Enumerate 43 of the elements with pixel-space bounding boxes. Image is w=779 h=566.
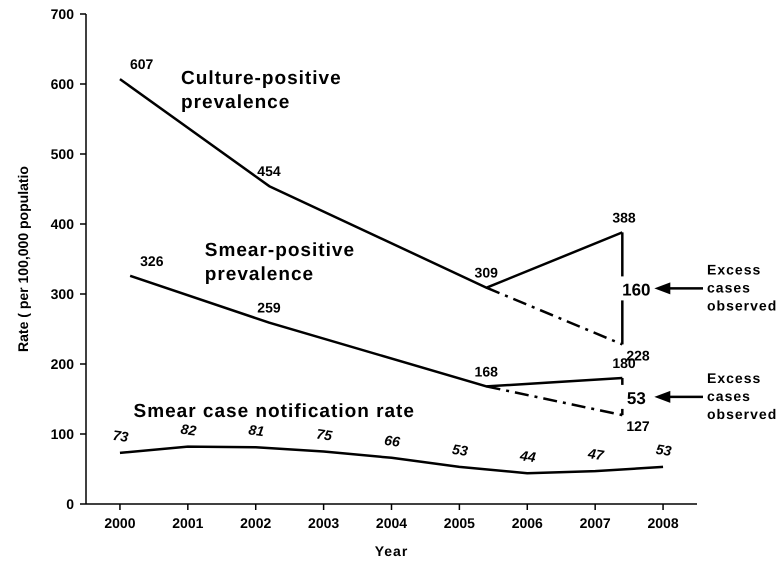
x-tick-label: 2005 <box>444 515 476 531</box>
text: Excess cases observed <box>707 370 778 422</box>
x-tick-label: 2002 <box>240 515 272 531</box>
series-label: Culture-positive prevalence <box>181 68 342 114</box>
data-label: 81 <box>248 421 266 440</box>
data-label: 75 <box>315 426 334 444</box>
x-tick-label: 2001 <box>172 515 204 531</box>
y-tick-label: 700 <box>50 6 74 22</box>
data-label: 127 <box>626 418 650 434</box>
x-axis-title: Year <box>374 543 408 559</box>
y-tick-label: 400 <box>50 216 74 232</box>
x-tick-label: 2000 <box>104 515 136 531</box>
y-axis-title: Rate ( per 100,000 populatio <box>15 166 31 352</box>
data-label: 326 <box>140 252 164 269</box>
data-label: 47 <box>586 445 606 464</box>
x-tick-label: 2003 <box>308 515 340 531</box>
annotation: 160 <box>622 280 651 300</box>
text: Excess cases observed <box>707 261 778 314</box>
data-label: 259 <box>257 300 281 316</box>
x-tick-label: 2006 <box>512 515 544 531</box>
y-tick-label: 100 <box>50 426 74 442</box>
data-label: 607 <box>130 56 154 72</box>
data-label: 44 <box>518 447 538 466</box>
data-label: 388 <box>612 209 636 226</box>
y-tick-label: 0 <box>66 496 74 512</box>
annotation: 53 <box>626 388 646 408</box>
data-label: 66 <box>383 432 402 450</box>
data-label: 168 <box>474 363 498 380</box>
y-tick-label: 500 <box>50 146 74 162</box>
x-tick-label: 2007 <box>580 515 611 531</box>
y-tick-label: 600 <box>50 76 74 92</box>
data-label: 454 <box>257 163 281 180</box>
data-label: 53 <box>654 440 673 459</box>
x-tick-label: 2004 <box>376 515 408 531</box>
data-label: 82 <box>180 420 198 439</box>
data-label: 309 <box>474 264 498 281</box>
y-tick-label: 200 <box>50 356 74 372</box>
series-label: Smear-positive prevalence <box>204 240 356 285</box>
data-label: 73 <box>112 426 130 445</box>
data-label: 53 <box>451 440 470 459</box>
x-tick-label: 2008 <box>647 515 679 531</box>
y-tick-label: 300 <box>50 286 74 302</box>
series-label: Smear case notification rate <box>134 400 415 422</box>
